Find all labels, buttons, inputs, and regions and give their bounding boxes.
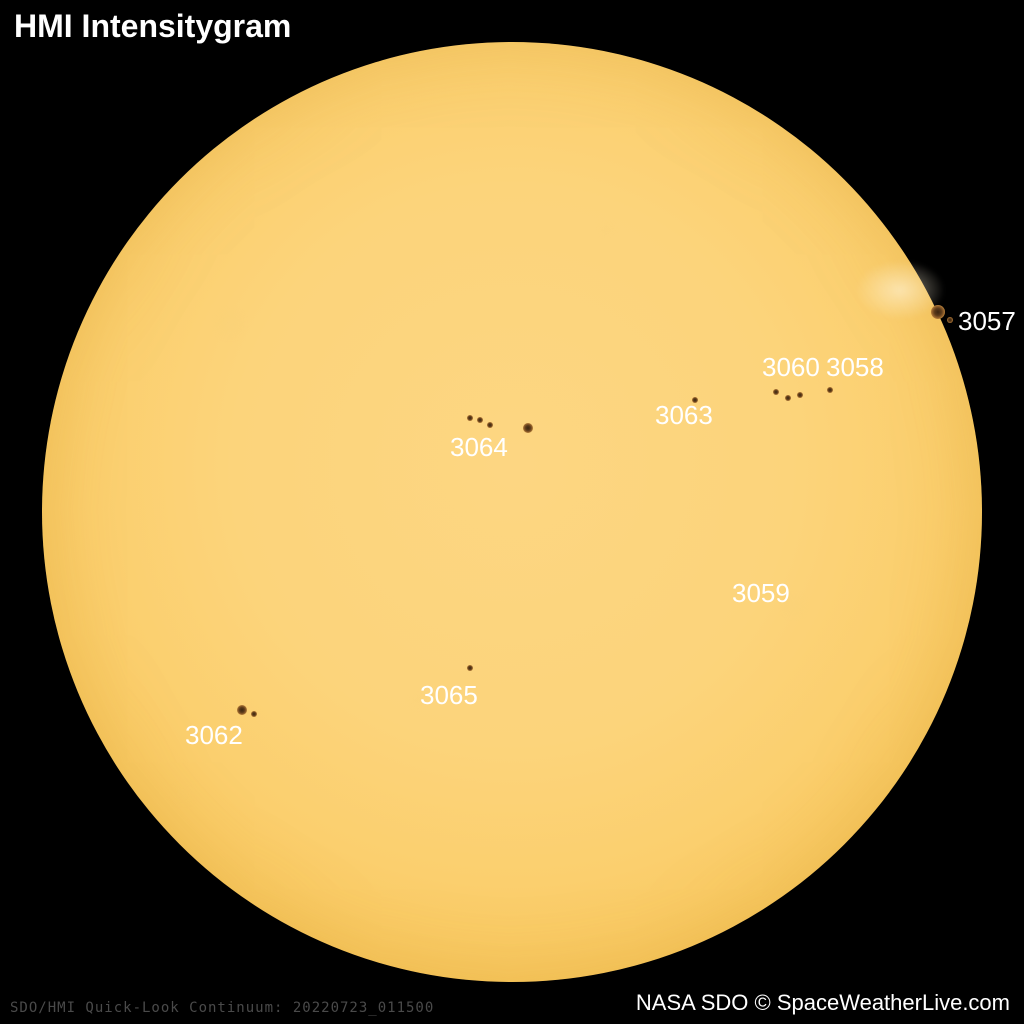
sun-disk: [42, 42, 982, 982]
sun-container: [42, 42, 982, 982]
sunspot-3062-1: [251, 711, 257, 717]
region-label-3062: 3062: [185, 720, 243, 751]
region-label-3057: 3057: [958, 306, 1016, 337]
sunspot-3057-0: [931, 305, 945, 319]
sunspot-3060-1: [785, 395, 791, 401]
sunspot-3060-2: [797, 392, 803, 398]
region-label-3064: 3064: [450, 432, 508, 463]
sunspot-3065-0: [467, 665, 473, 671]
page-title: HMI Intensitygram: [14, 8, 291, 45]
watermark-text: SDO/HMI Quick-Look Continuum: 20220723_0…: [10, 1000, 434, 1016]
sunspot-3060-0: [773, 389, 779, 395]
sunspot-3064-3: [487, 422, 493, 428]
region-label-3063: 3063: [655, 400, 713, 431]
sun-granulation: [42, 42, 982, 982]
region-label-3058: 3058: [826, 352, 884, 383]
sunspot-3064-2: [467, 415, 473, 421]
sunspot-3057-1: [947, 317, 953, 323]
region-label-3060: 3060: [762, 352, 820, 383]
sunspot-3062-0: [237, 705, 247, 715]
sunspot-3064-0: [523, 423, 533, 433]
region-label-3059: 3059: [732, 578, 790, 609]
credit-text: NASA SDO © SpaceWeatherLive.com: [636, 990, 1010, 1016]
region-label-3065: 3065: [420, 680, 478, 711]
sunspot-3064-1: [477, 417, 483, 423]
sunspot-3058-0: [827, 387, 833, 393]
